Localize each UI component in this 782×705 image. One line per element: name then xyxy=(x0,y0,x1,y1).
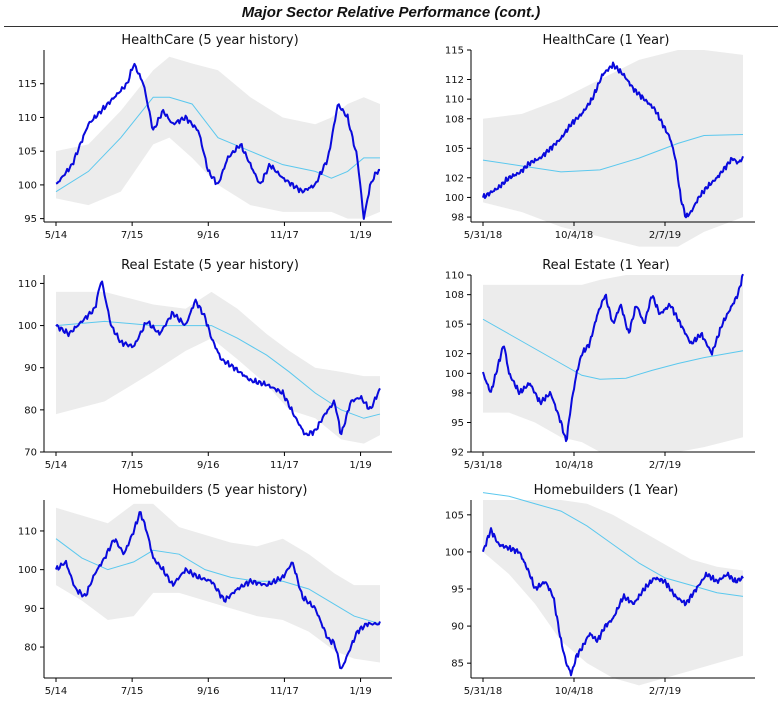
y-tick-label: 110 xyxy=(18,113,37,124)
y-tick-label: 100 xyxy=(18,565,37,576)
chart-title: HealthCare (5 year history) xyxy=(121,33,298,48)
x-tick-label: 9/16 xyxy=(197,460,219,471)
moving-average-line xyxy=(482,134,744,173)
relative-performance-line xyxy=(55,511,381,670)
y-tick-label: 85 xyxy=(451,659,464,670)
x-tick-label: 11/17 xyxy=(270,230,299,241)
y-tick-label: 105 xyxy=(445,144,464,155)
chart-title: Real Estate (5 year history) xyxy=(121,258,299,273)
x-tick-label: 5/14 xyxy=(45,686,67,697)
x-tick-label: 1/19 xyxy=(349,686,371,697)
y-tick-label: 102 xyxy=(445,173,464,184)
moving-average-line xyxy=(55,538,381,625)
x-tick-label: 5/31/18 xyxy=(464,686,503,697)
x-tick-label: 7/15 xyxy=(121,230,143,241)
y-tick-label: 105 xyxy=(445,320,464,331)
x-tick-label: 9/16 xyxy=(197,230,219,241)
y-tick-label: 90 xyxy=(451,622,464,633)
x-tick-label: 9/16 xyxy=(197,686,219,697)
y-tick-label: 100 xyxy=(18,180,37,191)
y-tick-label: 110 xyxy=(445,95,464,106)
chart-real-estate-1yr: 92 95 98 100 102 105 108 110 5/31/18 10/4/18 2/7/1… xyxy=(445,258,755,471)
y-tick-label: 95 xyxy=(24,214,37,225)
x-tick-label: 10/4/18 xyxy=(555,230,594,241)
chart-homebuilders-5yr: 80 90 100 110 5/14 7/15 9/16 11/17 1/19 Homebuild… xyxy=(18,483,392,697)
x-tick-label: 1/19 xyxy=(349,460,371,471)
page-title: Major Sector Relative Performance (cont.… xyxy=(241,4,541,21)
y-tick-label: 95 xyxy=(451,418,464,429)
x-tick-label: 1/19 xyxy=(349,230,371,241)
y-tick-label: 98 xyxy=(451,213,464,224)
y-tick-label: 108 xyxy=(445,114,464,125)
relative-performance-line xyxy=(482,527,744,677)
moving-average-line xyxy=(482,492,744,597)
x-tick-label: 5/31/18 xyxy=(464,460,503,471)
moving-average-line xyxy=(55,96,380,193)
band-envelope xyxy=(483,500,743,686)
y-tick-label: 110 xyxy=(445,271,464,282)
chart-healthcare-5yr: 95 100 105 110 115 5/14 7/15 9/16 11/17 1/19 Healt… xyxy=(18,33,392,241)
y-tick-label: 100 xyxy=(445,369,464,380)
y-tick-label: 115 xyxy=(18,79,37,90)
x-tick-label: 5/14 xyxy=(45,230,67,241)
band-envelope xyxy=(56,503,380,663)
x-tick-label: 11/17 xyxy=(270,460,299,471)
band-envelope xyxy=(483,50,743,247)
x-tick-label: 5/31/18 xyxy=(464,230,503,241)
x-tick-label: 5/14 xyxy=(45,460,67,471)
chart-healthcare-1yr: 98 100 102 105 108 110 112 115 5/31/18 10/4/18 2/7… xyxy=(445,33,755,247)
x-tick-label: 2/7/19 xyxy=(649,460,681,471)
band-envelope xyxy=(483,275,743,452)
chart-real-estate-5yr: 70 80 90 100 110 5/14 7/15 9/16 11/17 1/19 Real Es… xyxy=(18,258,392,471)
y-tick-label: 115 xyxy=(445,46,464,57)
y-tick-label: 100 xyxy=(445,547,464,558)
y-tick-label: 92 xyxy=(451,448,464,459)
x-tick-label: 7/15 xyxy=(121,460,143,471)
y-tick-label: 102 xyxy=(445,349,464,360)
chart-title: Real Estate (1 Year) xyxy=(542,258,670,273)
relative-performance-line xyxy=(55,280,381,437)
moving-average-line xyxy=(482,318,744,380)
x-tick-label: 2/7/19 xyxy=(649,230,681,241)
y-tick-label: 80 xyxy=(24,405,37,416)
y-tick-label: 70 xyxy=(24,448,37,459)
y-tick-label: 100 xyxy=(18,321,37,332)
x-tick-label: 10/4/18 xyxy=(555,460,594,471)
y-tick-label: 100 xyxy=(445,193,464,204)
y-tick-label: 90 xyxy=(24,363,37,374)
y-tick-label: 110 xyxy=(18,279,37,290)
y-tick-label: 80 xyxy=(24,643,37,654)
chart-title: Homebuilders (5 year history) xyxy=(113,483,308,498)
band-envelope xyxy=(56,291,380,444)
x-tick-label: 7/15 xyxy=(121,686,143,697)
y-tick-label: 95 xyxy=(451,585,464,596)
relative-performance-line xyxy=(55,62,381,220)
relative-performance-line xyxy=(482,61,744,219)
y-tick-label: 105 xyxy=(445,510,464,521)
chart-title: Homebuilders (1 Year) xyxy=(534,483,679,498)
x-tick-label: 2/7/19 xyxy=(649,686,681,697)
chart-title: HealthCare (1 Year) xyxy=(543,33,670,48)
x-tick-label: 10/4/18 xyxy=(555,686,594,697)
chart-homebuilders-1yr: 85 90 95 100 105 5/31/18 10/4/18 2/7/19 Homebuil… xyxy=(445,483,755,697)
title-divider xyxy=(4,26,778,27)
y-tick-label: 112 xyxy=(445,75,464,86)
y-tick-label: 105 xyxy=(18,147,37,158)
x-tick-label: 11/17 xyxy=(270,686,299,697)
y-tick-label: 108 xyxy=(445,290,464,301)
y-tick-label: 110 xyxy=(18,526,37,537)
y-tick-label: 90 xyxy=(24,604,37,615)
relative-performance-line xyxy=(482,273,744,443)
y-tick-label: 98 xyxy=(451,389,464,400)
